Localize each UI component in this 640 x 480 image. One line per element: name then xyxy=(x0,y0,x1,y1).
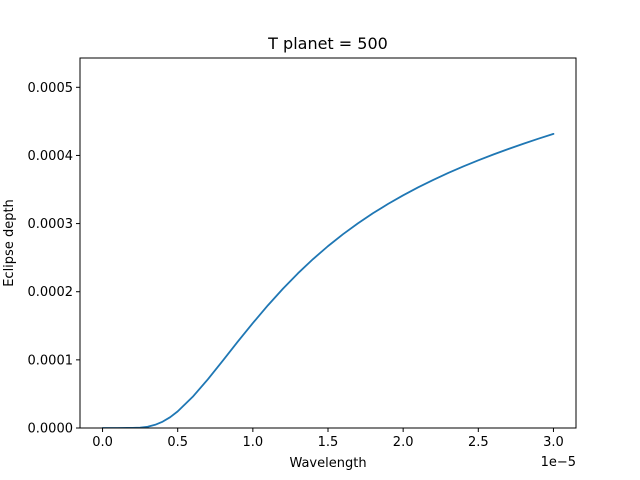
y-tick-label: 0.0001 xyxy=(28,353,74,368)
series-line xyxy=(101,133,555,428)
x-tick-label: 3.0 xyxy=(543,435,564,450)
x-axis-label: Wavelength xyxy=(289,456,366,471)
x-tick-label: 0.0 xyxy=(92,435,113,450)
x-tick-label: 2.5 xyxy=(468,435,489,450)
x-tick-label: 0.5 xyxy=(167,435,188,450)
x-tick-label: 1.0 xyxy=(243,435,264,450)
y-tick-label: 0.0003 xyxy=(28,217,74,232)
y-tick-label: 0.0002 xyxy=(28,285,74,300)
chart-title: T planet = 500 xyxy=(267,34,388,53)
y-tick-label: 0.0004 xyxy=(28,149,74,164)
x-tick-label: 1.5 xyxy=(318,435,339,450)
plot-area-frame xyxy=(79,57,577,429)
x-tick-label: 2.0 xyxy=(393,435,414,450)
y-axis-label: Eclipse depth xyxy=(2,199,17,287)
y-axis-ticks: 0.0000 0.0001 0.0002 0.0003 0.0004 0.0005 xyxy=(28,81,80,437)
y-tick-label: 0.0005 xyxy=(28,81,74,96)
series-layer xyxy=(101,133,555,428)
x-axis-ticks: 0.0 0.5 1.0 1.5 2.0 2.5 3.0 xyxy=(92,428,564,450)
x-axis-offset-label: 1e−5 xyxy=(541,455,576,470)
y-tick-label: 0.0000 xyxy=(28,422,74,437)
